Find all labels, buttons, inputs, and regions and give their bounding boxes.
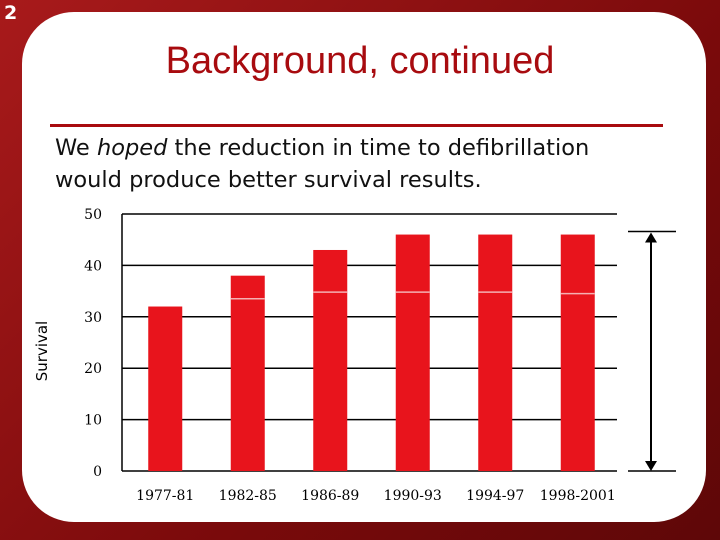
x-tick-label: 1982-85 xyxy=(219,488,277,504)
body-line-1: We hoped the reduction in time to defibr… xyxy=(55,132,675,164)
y-tick-label: 40 xyxy=(84,258,102,274)
x-tick-label: 1986-89 xyxy=(301,488,359,504)
slide-title: Background, continued xyxy=(165,40,555,82)
body-line-2: would produce better survival results. xyxy=(55,167,482,193)
body-line-1-suffix: the reduction in time to defibrillation xyxy=(167,135,590,161)
bar xyxy=(478,234,513,471)
x-tick-label: 1994-97 xyxy=(466,488,524,504)
range-arrow-head-down xyxy=(645,461,657,471)
body-text: We hoped the reduction in time to defibr… xyxy=(55,132,675,196)
range-arrow-head-up xyxy=(645,232,657,243)
bar xyxy=(148,306,183,471)
y-tick-label: 30 xyxy=(84,310,102,326)
bar xyxy=(395,234,430,471)
bar xyxy=(313,249,348,471)
y-axis-label: Survival xyxy=(33,321,51,381)
y-tick-label: 20 xyxy=(84,361,102,377)
y-tick-label: 0 xyxy=(93,464,102,480)
bar xyxy=(230,275,265,471)
body-line-1-prefix: We xyxy=(55,135,97,161)
bar xyxy=(560,234,595,471)
x-tick-label: 1977-81 xyxy=(136,488,194,504)
title-underline xyxy=(50,124,663,127)
slide-number: 2 xyxy=(4,2,18,24)
x-tick-label: 1990-93 xyxy=(384,488,442,504)
y-tick-label: 50 xyxy=(84,207,102,223)
x-tick-label: 1998-2001 xyxy=(540,488,616,504)
body-emphasis: hoped xyxy=(96,135,168,161)
y-tick-label: 10 xyxy=(84,413,102,429)
